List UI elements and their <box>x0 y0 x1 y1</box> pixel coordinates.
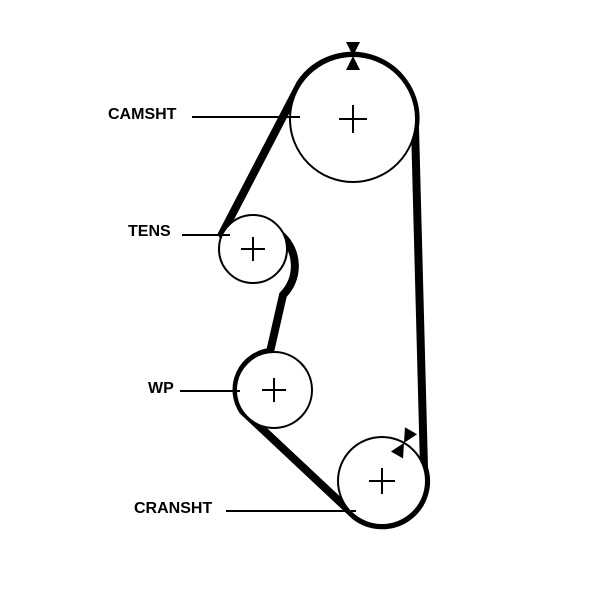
crankshaft-label: CRANSHT <box>134 500 212 518</box>
timing-belt-diagram: CAMSHT TENS WP CRANSHT <box>0 0 600 589</box>
camshaft-leader-line <box>192 116 300 118</box>
tensioner-label: TENS <box>128 223 171 241</box>
belt-svg <box>0 0 600 589</box>
crankshaft-leader-line <box>226 510 356 512</box>
tensioner-leader-line <box>182 234 230 236</box>
water-pump-pulley <box>236 352 312 428</box>
camshaft-label: CAMSHT <box>108 106 176 124</box>
tensioner-pulley <box>219 215 287 283</box>
water-pump-leader-line <box>180 390 240 392</box>
camshaft-pulley <box>290 42 416 182</box>
water-pump-label: WP <box>148 380 174 398</box>
